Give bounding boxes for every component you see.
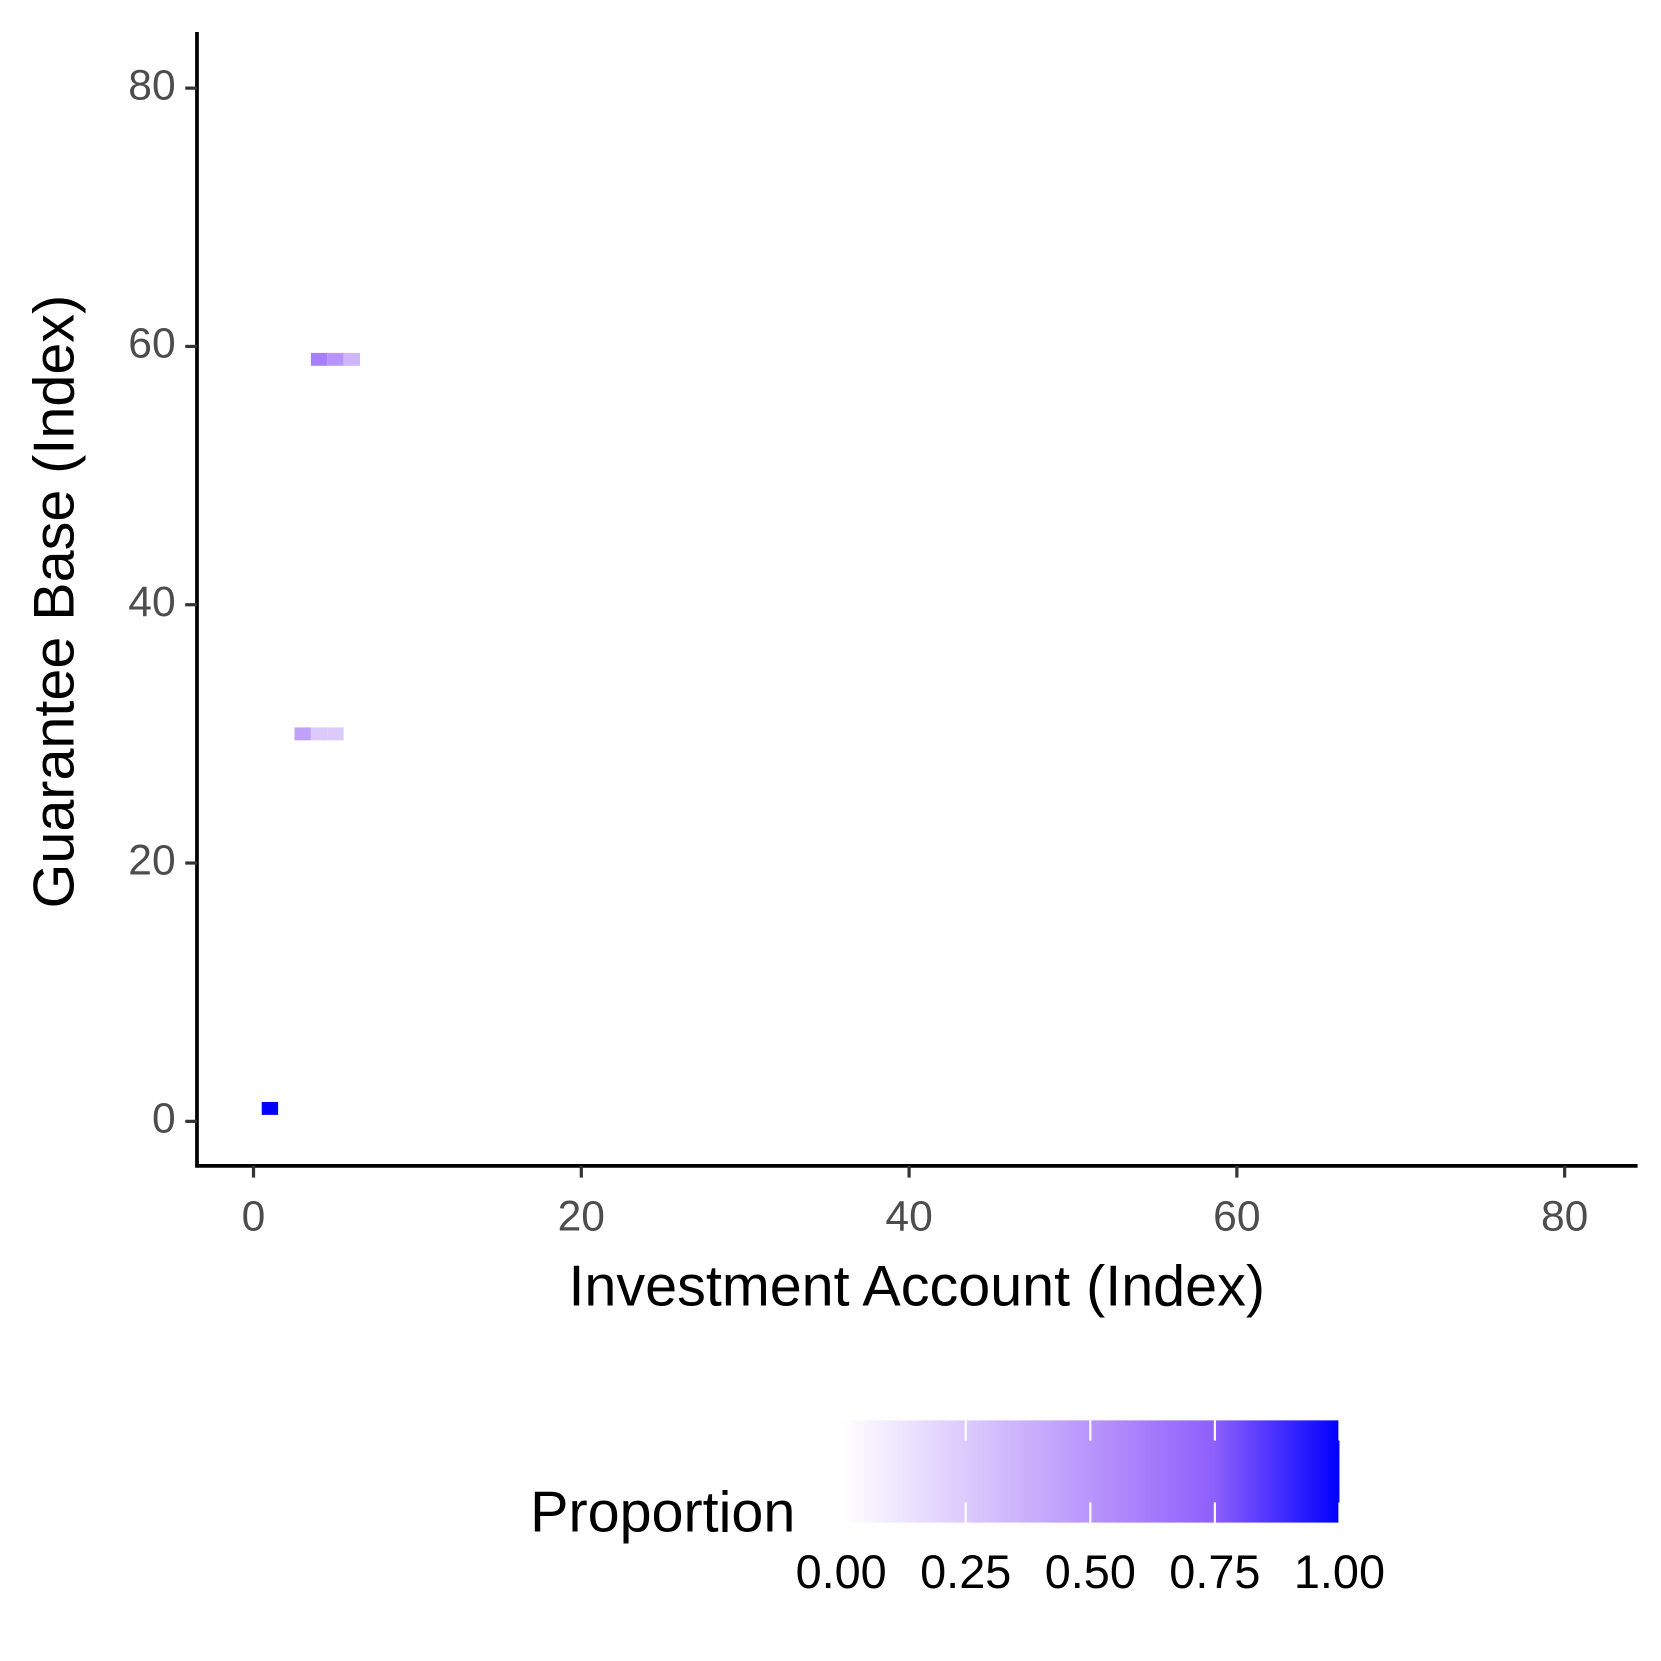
y-tick-label: 20: [128, 836, 175, 884]
tile: [294, 727, 311, 741]
y-axis-title: Guarantee Base (Index): [23, 295, 87, 909]
legend-tick-label: 0.00: [796, 1546, 887, 1598]
legend-title: Proportion: [530, 1480, 795, 1544]
tile: [343, 352, 361, 366]
x-tick-label: 80: [1541, 1192, 1588, 1240]
y-tick-label: 0: [152, 1095, 176, 1143]
tile: [310, 727, 328, 741]
x-tick-label: 20: [558, 1192, 605, 1240]
legend-tick-label: 0.75: [1169, 1546, 1260, 1598]
legend-tick-label: 0.25: [920, 1546, 1011, 1598]
x-tick-label: 0: [242, 1192, 266, 1240]
y-tick-label: 60: [128, 320, 175, 368]
y-tick-label: 80: [128, 61, 175, 109]
tile: [310, 352, 328, 366]
tile: [261, 1101, 279, 1115]
y-tick-label: 40: [128, 578, 175, 626]
tile: [327, 352, 344, 366]
x-tick-label: 60: [1213, 1192, 1260, 1240]
x-axis-title: Investment Account (Index): [568, 1255, 1265, 1319]
tile: [327, 727, 344, 741]
x-tick-label: 40: [885, 1192, 932, 1240]
legend-tick-label: 0.50: [1045, 1546, 1136, 1598]
legend-tick-label: 1.00: [1294, 1546, 1385, 1598]
